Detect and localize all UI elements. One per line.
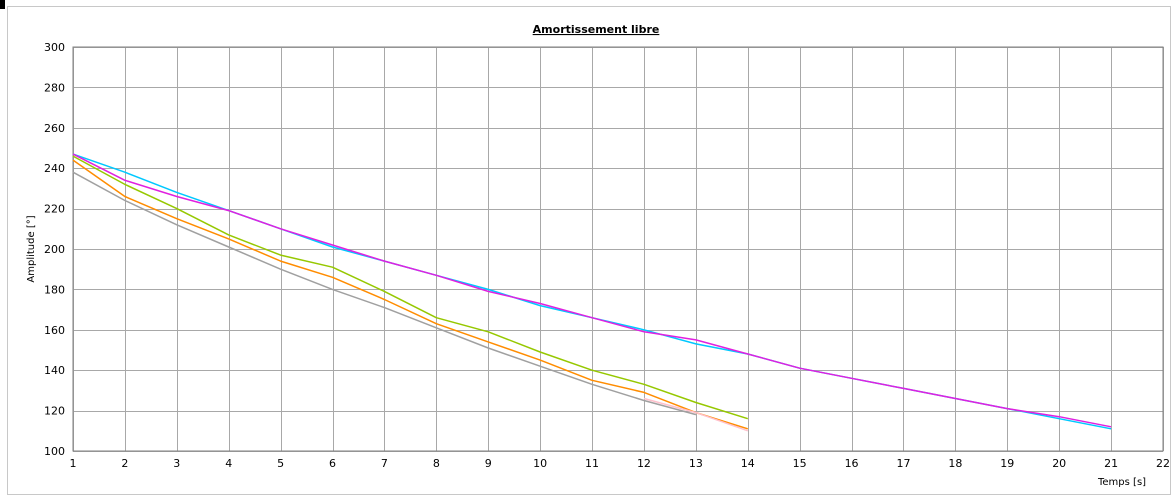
x-tick-label: 6 (329, 457, 336, 470)
chart-title: Amortissement libre (533, 23, 660, 36)
x-tick-label: 13 (689, 457, 703, 470)
y-tick-label: 180 (44, 283, 65, 296)
y-tick-label: 100 (44, 445, 65, 458)
series-lines (72, 153, 1112, 432)
y-tick-label: 200 (44, 243, 65, 256)
x-tick-label: 3 (173, 457, 180, 470)
y-axis-label: Amplitude [°] (26, 215, 37, 282)
x-tick-label: 7 (381, 457, 388, 470)
x-tick-label: 4 (225, 457, 232, 470)
x-tick-label: 15 (793, 457, 807, 470)
x-tick-label: 12 (637, 457, 651, 470)
y-tick-label: 240 (44, 162, 65, 175)
x-tick-label: 19 (1000, 457, 1014, 470)
y-tick-label: 220 (44, 203, 65, 216)
series-line (72, 171, 697, 416)
x-tick-label: 22 (1156, 457, 1170, 470)
x-tick-label: 18 (948, 457, 962, 470)
x-tick-label: 2 (121, 457, 128, 470)
x-tick-label: 8 (433, 457, 440, 470)
x-tick-label: 10 (533, 457, 547, 470)
x-tick-label: 9 (485, 457, 492, 470)
x-tick-label: 21 (1104, 457, 1118, 470)
y-tick-label: 160 (44, 324, 65, 337)
x-tick-label: 14 (741, 457, 755, 470)
y-tick-labels: 100 120 140 160 180 200 220 240 260 280 300 (44, 41, 65, 458)
y-tick-label: 140 (44, 364, 65, 377)
y-tick-label: 120 (44, 405, 65, 418)
series-line (643, 397, 749, 432)
x-tick-label: 1 (70, 457, 77, 470)
series-line (72, 155, 749, 420)
y-tick-label: 300 (44, 41, 65, 54)
x-tick-label: 5 (277, 457, 284, 470)
x-tick-labels: 1 2 3 4 5 6 7 8 9 10 11 12 13 14 15 16 17 18 19 20 21 22 (70, 457, 1171, 470)
grid (73, 47, 1164, 452)
x-axis-label: Temps [s] (1097, 477, 1146, 488)
series-line (72, 159, 749, 430)
y-tick-label: 280 (44, 81, 65, 94)
chart-border (7, 6, 1171, 495)
corner-marker (0, 0, 5, 9)
x-tick-label: 20 (1052, 457, 1066, 470)
x-tick-label: 16 (845, 457, 859, 470)
plot-area-border (72, 46, 1164, 452)
series-line (72, 153, 1112, 428)
x-tick-label: 17 (896, 457, 910, 470)
x-tick-label: 11 (585, 457, 599, 470)
y-tick-label: 260 (44, 122, 65, 135)
